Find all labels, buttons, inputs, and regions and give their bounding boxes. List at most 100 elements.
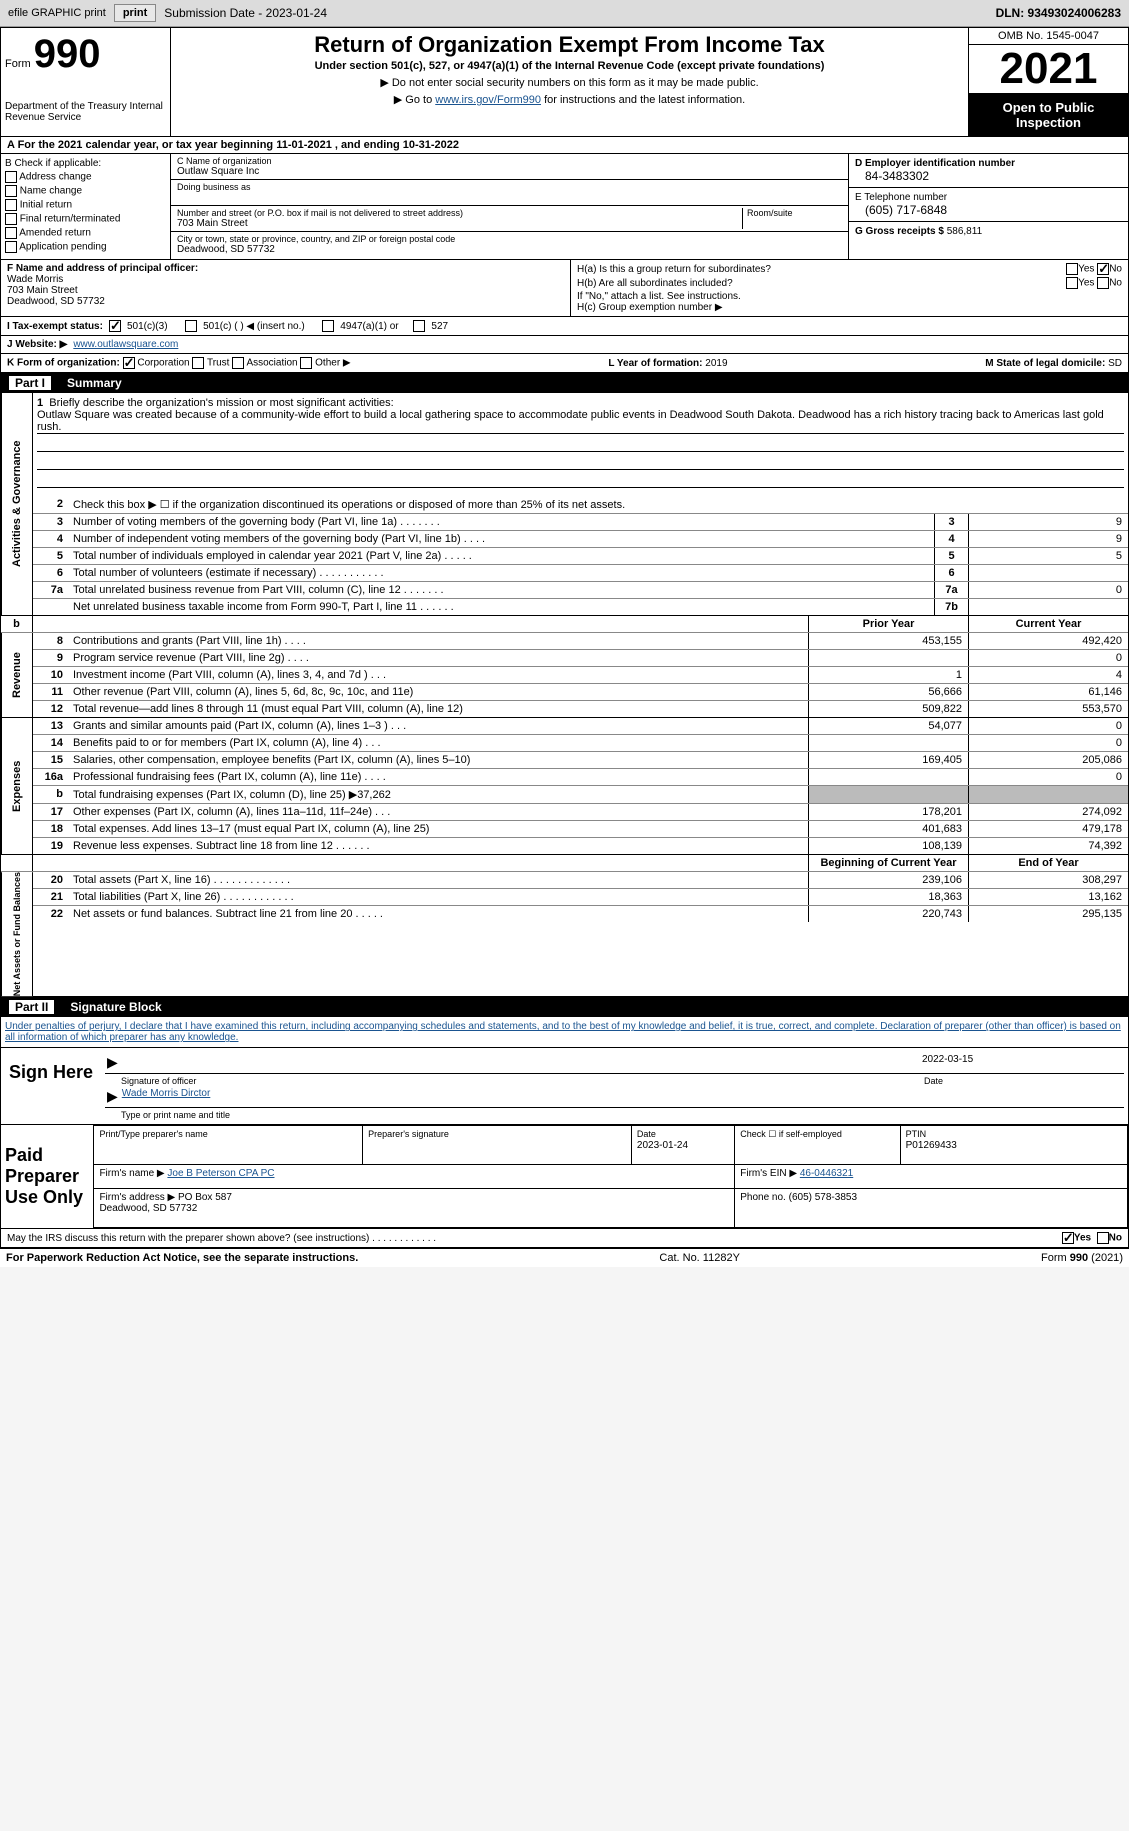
row-num: 16a xyxy=(33,769,69,785)
gov-num: 4 xyxy=(33,531,69,547)
side-net: Net Assets or Fund Balances xyxy=(1,872,33,996)
print-button[interactable]: print xyxy=(114,4,156,22)
blank4 xyxy=(69,855,808,871)
i-o4: 527 xyxy=(431,321,448,332)
row-curr: 61,146 xyxy=(968,684,1128,700)
line-klm: K Form of organization: Corporation Trus… xyxy=(0,354,1129,373)
sig-lbls1: Signature of officer Date xyxy=(105,1076,1124,1086)
form-title: Return of Organization Exempt From Incom… xyxy=(175,32,964,58)
checkbox-final[interactable] xyxy=(5,213,17,225)
row-desc: Benefits paid to or for members (Part IX… xyxy=(69,735,808,751)
row-curr: 553,570 xyxy=(968,701,1128,717)
gross-lbl: G Gross receipts $ xyxy=(855,226,944,237)
k-o2: Trust xyxy=(207,358,229,369)
row-prior: 239,106 xyxy=(808,872,968,888)
uline2 xyxy=(37,438,1124,452)
sig-officer-lbl: Signature of officer xyxy=(105,1076,924,1086)
row-curr: 13,162 xyxy=(968,889,1128,905)
prep-ptin-lbl: PTIN xyxy=(906,1129,927,1139)
side-b: b xyxy=(1,616,33,632)
uline3 xyxy=(37,456,1124,470)
discuss-no-chk[interactable] xyxy=(1097,1232,1109,1244)
f-addr1: 703 Main Street xyxy=(7,285,78,296)
row-num: 14 xyxy=(33,735,69,751)
ha-no-chk[interactable] xyxy=(1097,263,1109,275)
header-left: Form 990 Department of the Treasury Inte… xyxy=(1,28,171,136)
row-num: 11 xyxy=(33,684,69,700)
row-num: 9 xyxy=(33,650,69,666)
org-name-row: C Name of organization Outlaw Square Inc xyxy=(171,154,848,180)
hb-no-chk[interactable] xyxy=(1097,277,1109,289)
gov-val: 9 xyxy=(968,514,1128,530)
line-j: J Website: ▶ www.outlawsquare.com xyxy=(0,336,1129,354)
row-curr: 205,086 xyxy=(968,752,1128,768)
discuss-yes-chk[interactable] xyxy=(1062,1232,1074,1244)
f-addr2: Deadwood, SD 57732 xyxy=(7,296,105,307)
row-curr: 0 xyxy=(968,650,1128,666)
row-num: 22 xyxy=(33,906,69,922)
checkbox-addr[interactable] xyxy=(5,171,17,183)
prep-chk-lbl: Check ☐ if self-employed xyxy=(740,1129,842,1139)
checkbox-app[interactable] xyxy=(5,241,17,253)
footer-year: 2021 xyxy=(1095,1252,1119,1264)
discuss-yn: Yes No xyxy=(1062,1232,1122,1244)
hb-yes-chk[interactable] xyxy=(1066,277,1078,289)
gross: 586,811 xyxy=(947,226,982,237)
i-501c-chk[interactable] xyxy=(185,320,197,332)
header: Form 990 Department of the Treasury Inte… xyxy=(0,27,1129,137)
colhead-pc: b Prior Year Current Year xyxy=(1,615,1128,633)
mission-text: Outlaw Square was created because of a c… xyxy=(37,409,1124,434)
activities-group: Activities & Governance 1 Briefly descri… xyxy=(1,393,1128,615)
row-prior: 509,822 xyxy=(808,701,968,717)
row-num: 18 xyxy=(33,821,69,837)
k-other-chk[interactable] xyxy=(300,357,312,369)
m-lbl: M State of legal domicile: xyxy=(985,358,1105,369)
gov-num xyxy=(33,599,69,615)
side-exp: Expenses xyxy=(1,718,33,854)
gov-box: 7a xyxy=(934,582,968,598)
i-4947-chk[interactable] xyxy=(322,320,334,332)
sign-label: Sign Here xyxy=(5,1052,105,1120)
row-num: 13 xyxy=(33,718,69,734)
sig-date: 2022-03-15 xyxy=(922,1054,1122,1071)
k-trust-chk[interactable] xyxy=(192,357,204,369)
irs-link[interactable]: www.irs.gov/Form990 xyxy=(435,94,541,106)
ha-lbl: H(a) Is this a group return for subordin… xyxy=(577,264,771,275)
row-prior xyxy=(808,735,968,751)
k-o4: Other ▶ xyxy=(315,358,350,369)
ha-yes-chk[interactable] xyxy=(1066,263,1078,275)
k-corp-chk[interactable] xyxy=(123,357,135,369)
checkbox-amend[interactable] xyxy=(5,227,17,239)
checkbox-init[interactable] xyxy=(5,199,17,211)
k-assoc-chk[interactable] xyxy=(232,357,244,369)
lbl-init: Initial return xyxy=(20,200,72,211)
n2: 2 xyxy=(33,496,69,513)
col-c: C Name of organization Outlaw Square Inc… xyxy=(171,154,848,259)
prep-firm[interactable]: Joe B Peterson CPA PC xyxy=(167,1168,274,1179)
dln: DLN: 93493024006283 xyxy=(996,6,1121,20)
sig-name[interactable]: Wade Morris Dirctor xyxy=(122,1088,211,1105)
website-link[interactable]: www.outlawsquare.com xyxy=(73,339,178,350)
hb-note: If "No," attach a list. See instructions… xyxy=(577,291,1122,302)
ha-row: H(a) Is this a group return for subordin… xyxy=(577,263,1122,275)
data-row: 13 Grants and similar amounts paid (Part… xyxy=(33,718,1128,735)
footer-left: For Paperwork Reduction Act Notice, see … xyxy=(6,1252,358,1264)
city: Deadwood, SD 57732 xyxy=(177,244,842,255)
footer-mid: Cat. No. 11282Y xyxy=(659,1252,740,1264)
row-num: 17 xyxy=(33,804,69,820)
discuss-no: No xyxy=(1109,1233,1122,1244)
efile-label: efile GRAPHIC print xyxy=(8,7,106,19)
form-label: Form xyxy=(5,58,31,70)
lbl-final: Final return/terminated xyxy=(20,214,121,225)
i-501c3-chk[interactable] xyxy=(109,320,121,332)
penalty-text: Under penalties of perjury, I declare th… xyxy=(0,1017,1129,1048)
gov-val xyxy=(968,599,1128,615)
discuss-line: May the IRS discuss this return with the… xyxy=(0,1229,1129,1248)
i-527-chk[interactable] xyxy=(413,320,425,332)
checkbox-name[interactable] xyxy=(5,185,17,197)
prep-ein[interactable]: 46-0446321 xyxy=(800,1168,853,1179)
penalty[interactable]: Under penalties of perjury, I declare th… xyxy=(5,1021,1121,1043)
row-num: b xyxy=(33,786,69,803)
data-row: 15 Salaries, other compensation, employe… xyxy=(33,752,1128,769)
note-2: ▶ Go to www.irs.gov/Form990 for instruct… xyxy=(175,93,964,106)
